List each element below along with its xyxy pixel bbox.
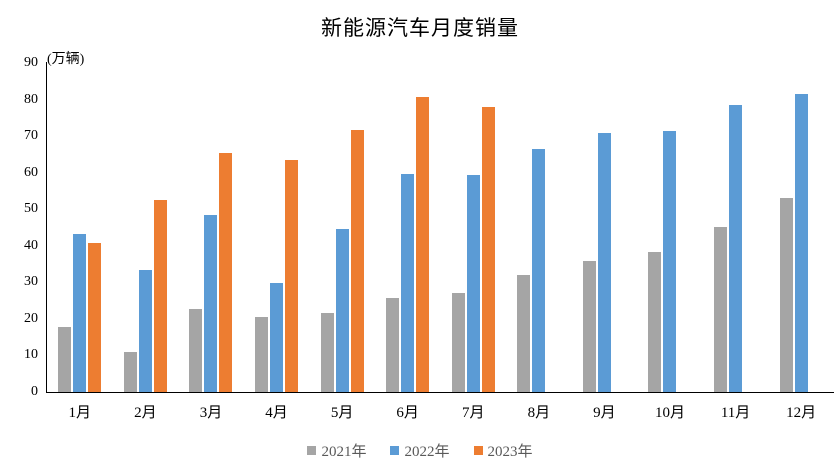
x-label-2月: 2月 [134,405,157,421]
bar-2023年-6月 [416,97,430,392]
x-label-6月: 6月 [396,405,419,421]
bar-group-8月 [506,63,572,392]
x-label-4月: 4月 [265,405,288,421]
y-tick-label-10: 10 [24,347,38,363]
bar-2022年-2月 [138,270,152,392]
bar-2023年-4月 [285,160,299,392]
legend-item-2022年: 2022年 [390,440,450,461]
bar-group-12月 [768,63,834,392]
bar-2022年-4月 [270,283,284,392]
bar-group-1月 [47,63,113,392]
bar-2021年-5月 [320,313,334,392]
bar-2022年-11月 [729,105,743,392]
bar-group-3月 [178,63,244,392]
legend-item-2023年: 2023年 [473,440,533,461]
bar-2021年-2月 [123,352,137,392]
bar-2021年-12月 [779,198,793,392]
bar-2022年-3月 [204,215,218,392]
legend-swatch-icon [307,446,317,455]
legend-swatch-icon [390,446,400,455]
bar-group-2月 [113,63,179,392]
legend: 2021年 2022年 2023年 [0,440,840,461]
y-tick-label-0: 0 [31,384,38,399]
bar-2021年-3月 [189,309,203,392]
bar-2023年-3月 [219,153,233,392]
x-label-7月: 7月 [462,405,485,421]
y-tick-label-40: 40 [24,237,38,253]
x-label-8月: 8月 [527,405,551,421]
bar-2022年-9月 [597,133,611,392]
bar-2022年-10月 [663,131,677,392]
y-tick-label-20: 20 [24,310,38,326]
y-tick-label-70: 70 [24,128,38,144]
y-axis-line [46,62,47,393]
legend-label: 2023年 [487,444,533,460]
y-tick-label-80: 80 [24,91,38,107]
bar-2021年-1月 [58,327,72,392]
bar-2021年-7月 [451,293,465,392]
y-tick-label-60: 60 [24,164,38,180]
bar-2021年-9月 [582,261,596,392]
x-label-10月: 10月 [654,405,685,421]
x-label-11月: 11月 [720,405,751,421]
bar-group-10月 [637,63,703,392]
y-tick-label-90: 90 [24,55,38,70]
legend-item-2021年: 2021年 [307,440,366,461]
x-label-9月: 9月 [593,405,616,421]
y-axis-unit-label: (万辆) [47,52,85,67]
legend-label: 2021年 [321,444,367,460]
y-tick-label-50: 50 [24,201,38,217]
x-axis-line [46,392,834,393]
bar-group-4月 [244,63,310,392]
legend-swatch-icon [473,446,483,455]
bar-2021年-6月 [386,298,400,392]
bar-group-11月 [703,63,769,392]
bar-2022年-6月 [401,174,415,392]
bar-2023年-5月 [350,130,364,392]
x-label-1月: 1月 [68,405,92,421]
bar-2023年-1月 [88,243,102,392]
bar-2021年-10月 [648,252,662,392]
bar-2021年-8月 [517,275,531,392]
x-label-5月: 5月 [330,405,354,421]
bar-2022年-1月 [73,234,87,392]
bar-2023年-7月 [481,107,495,392]
bar-group-5月 [309,63,375,392]
x-label-12月: 12月 [786,405,817,421]
bar-group-7月 [440,63,506,392]
plot-area [47,63,834,392]
x-label-3月: 3月 [199,405,223,421]
bar-group-6月 [375,63,441,392]
bar-2021年-11月 [714,227,728,392]
bar-group-9月 [572,63,638,392]
bar-2021年-4月 [255,317,269,392]
chart-title: 新能源汽车月度销量 [321,16,519,40]
bar-2022年-8月 [532,149,546,392]
x-axis-labels: 1月 2月 3月 4月 5月 6月 7月 8月 9月 10月 11月 12月 [47,401,834,422]
bar-2022年-5月 [335,229,349,392]
legend-label: 2022年 [404,444,450,460]
y-tick-label-30: 30 [24,274,38,290]
bar-2022年-12月 [794,94,808,392]
bar-2022年-7月 [466,175,480,392]
bar-2023年-2月 [153,200,167,392]
